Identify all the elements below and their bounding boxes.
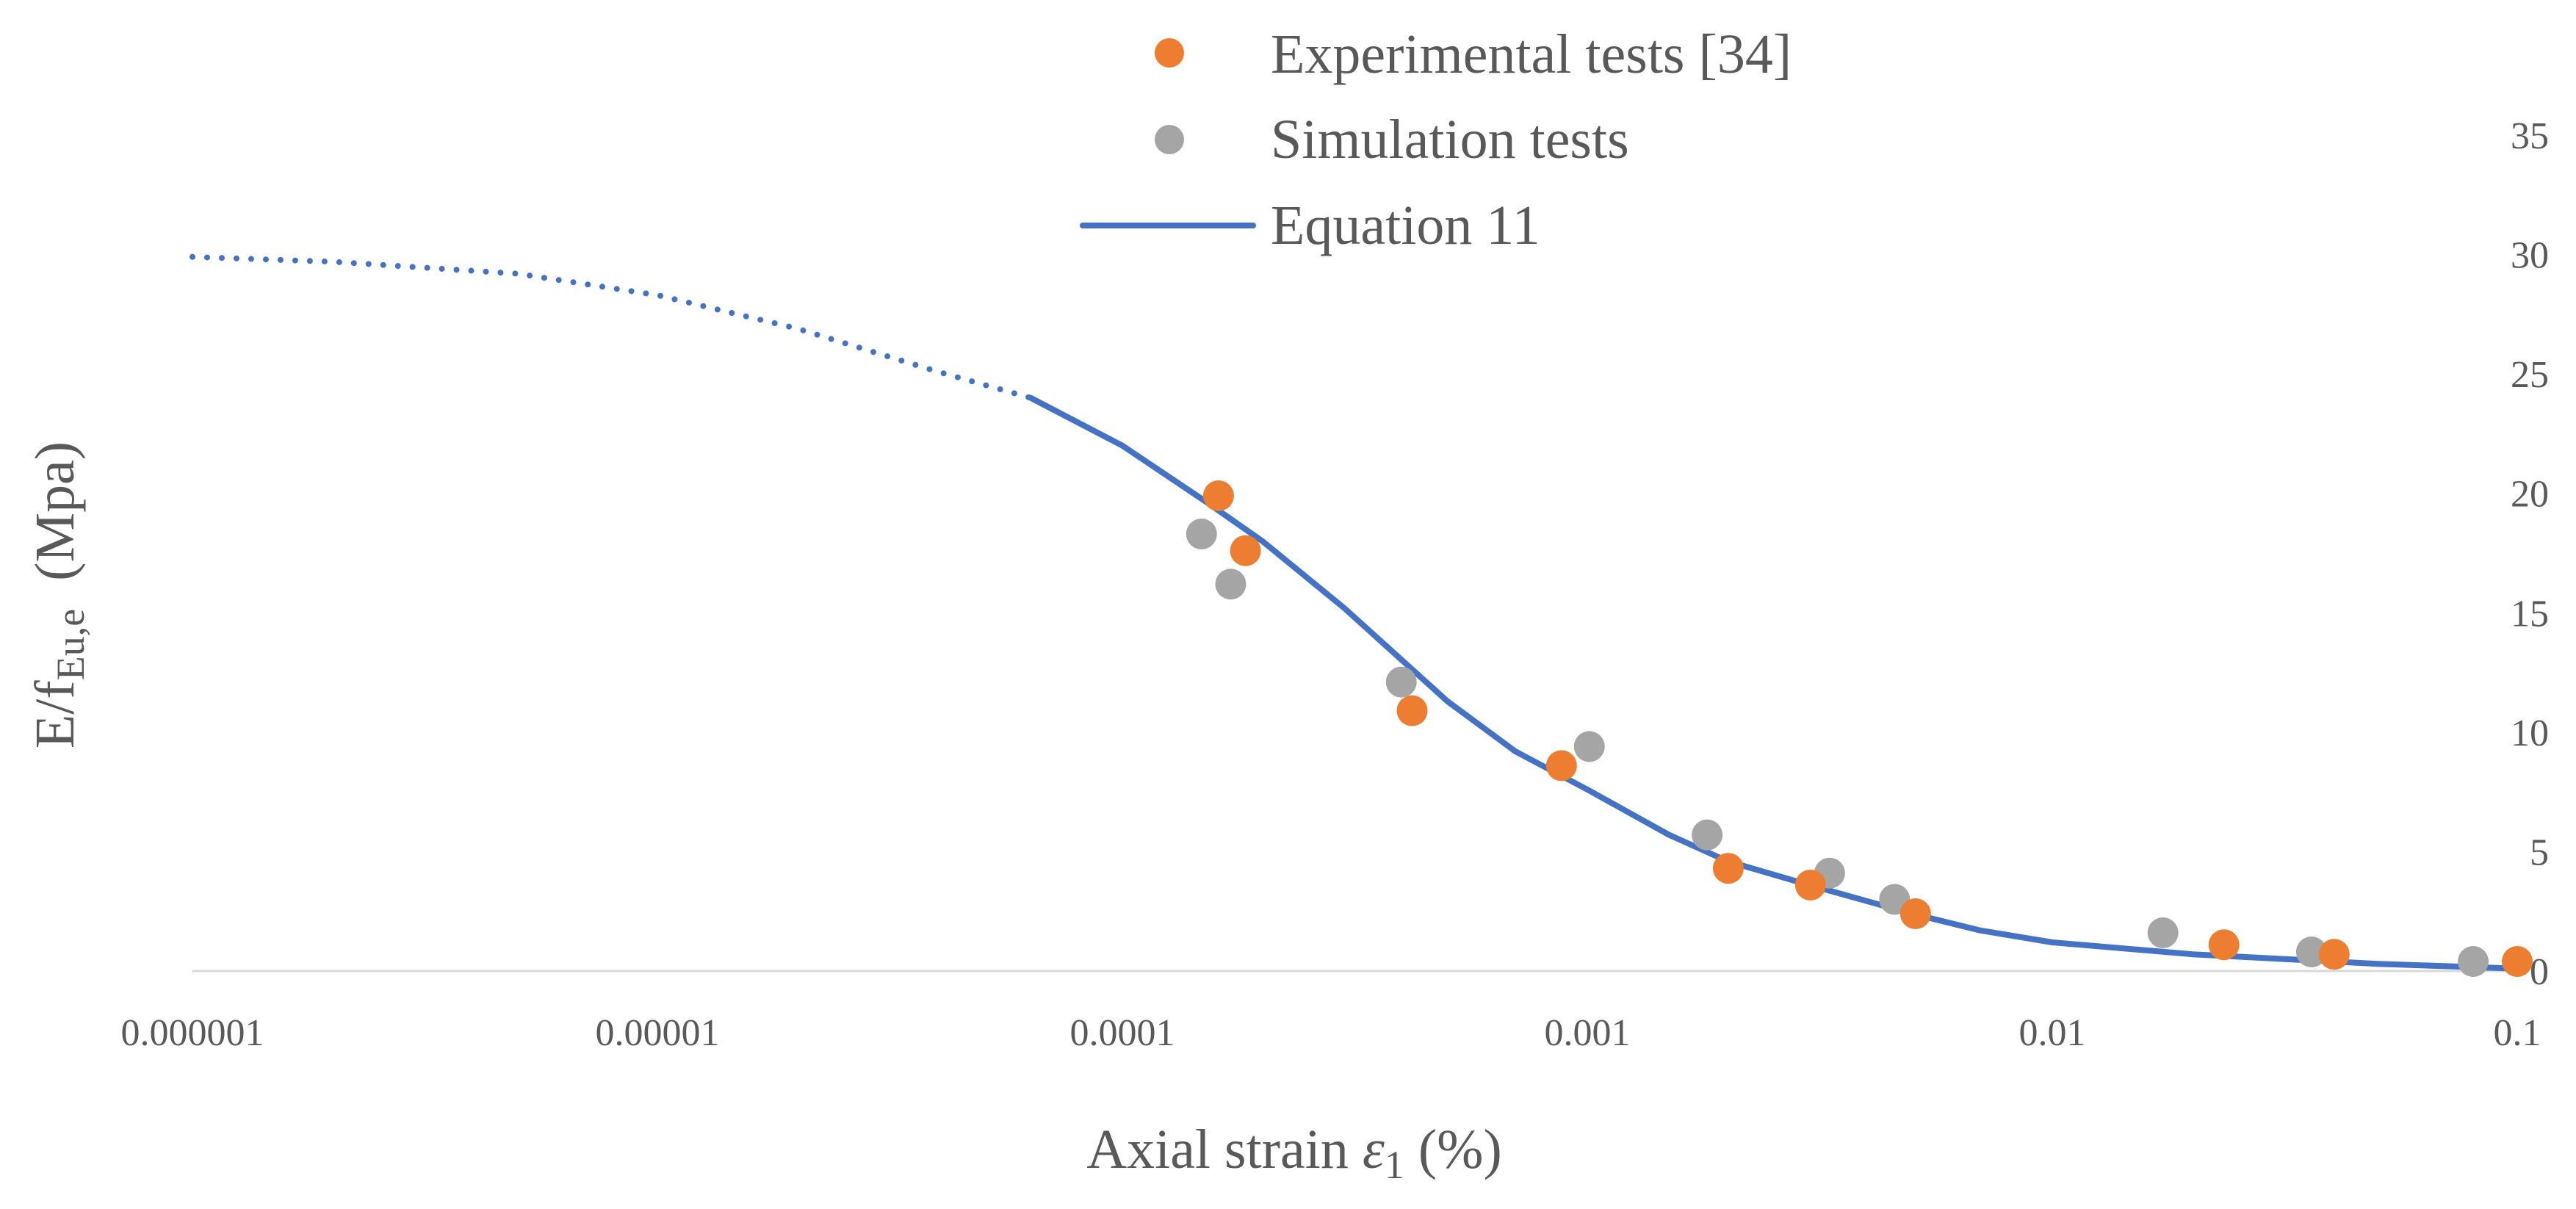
y-tick-label: 0 xyxy=(2530,951,2549,993)
legend-marker-experimental xyxy=(1155,38,1184,68)
experimental-point xyxy=(1230,535,1261,566)
x-axis-title-prefix: Axial strain xyxy=(1086,1119,1363,1180)
legend-label-simulation: Simulation tests xyxy=(1271,109,1629,170)
y-axis-title-suffix: (Mpa) xyxy=(24,441,86,609)
y-axis-title-subscript: Eu,e xyxy=(48,609,93,680)
x-tick-label: 0.000001 xyxy=(121,1012,264,1054)
legend: Experimental tests [34] Simulation tests… xyxy=(1080,24,1792,256)
legend-label-experimental: Experimental tests [34] xyxy=(1271,24,1792,85)
x-axis-title-suffix: (%) xyxy=(1404,1119,1502,1180)
x-tick-label: 0.0001 xyxy=(1070,1012,1175,1054)
experimental-point xyxy=(2502,945,2533,977)
y-tick-label: 10 xyxy=(2511,712,2549,754)
simulation-point xyxy=(1692,819,1723,851)
simulation-point xyxy=(2147,917,2179,948)
legend-marker-simulation xyxy=(1155,125,1184,154)
x-axis-title: Axial strain ε1 (%) xyxy=(1086,1119,1502,1187)
experimental-point xyxy=(1396,695,1428,726)
legend-label-equation: Equation 11 xyxy=(1271,195,1540,256)
simulation-point xyxy=(1573,731,1605,762)
experimental-point xyxy=(1202,480,1234,511)
simulation-point xyxy=(1186,518,1217,549)
y-axis-title: E/fEu,e (Mpa) xyxy=(24,441,93,748)
experimental-point xyxy=(1545,750,1577,782)
experimental-point xyxy=(1712,853,1744,884)
y-tick-label: 15 xyxy=(2511,593,2549,635)
y-tick-label: 35 xyxy=(2511,115,2549,157)
x-axis-title-symbol: ε xyxy=(1363,1119,1385,1180)
simulation-point xyxy=(1385,666,1417,698)
y-tick-label: 30 xyxy=(2511,235,2549,277)
experimental-point xyxy=(1794,869,1826,901)
y-tick-label: 25 xyxy=(2511,354,2549,396)
y-axis-title-prefix: E/f xyxy=(24,680,86,749)
x-tick-label: 0.1 xyxy=(2494,1012,2541,1054)
simulation-point xyxy=(1215,569,1246,600)
y-tick-label: 5 xyxy=(2530,831,2549,873)
experimental-point xyxy=(1899,898,1931,929)
experimental-point xyxy=(2318,939,2350,970)
x-axis-title-subscript: 1 xyxy=(1385,1143,1404,1187)
simulation-point xyxy=(2295,936,2327,967)
experimental-point xyxy=(2208,929,2240,961)
x-tick-label: 0.00001 xyxy=(596,1012,720,1054)
simulation-point xyxy=(2458,945,2489,977)
y-tick-label: 20 xyxy=(2511,474,2549,516)
series-layer xyxy=(190,253,2533,977)
y-axis-ticks: 0 5 10 15 20 25 30 35 xyxy=(2511,115,2549,993)
x-tick-label: 0.001 xyxy=(1545,1012,1631,1054)
x-axis-ticks: 0.000001 0.00001 0.0001 0.001 0.01 0.1 xyxy=(121,1012,2541,1054)
equation-curve xyxy=(1028,394,2520,972)
x-tick-label: 0.01 xyxy=(2019,1012,2086,1054)
